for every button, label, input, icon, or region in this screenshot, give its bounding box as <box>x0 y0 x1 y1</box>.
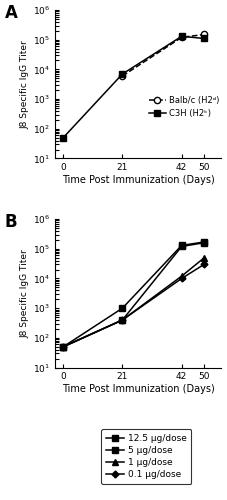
Y-axis label: J8 Specific IgG Titer: J8 Specific IgG Titer <box>21 40 30 128</box>
Text: B: B <box>5 213 17 231</box>
Legend: Balb/c (H2ᵈ), C3H (H2ᵏ): Balb/c (H2ᵈ), C3H (H2ᵏ) <box>145 92 222 122</box>
Text: A: A <box>5 4 17 22</box>
Balb/c (H2ᵈ) <box>121 73 123 79</box>
Y-axis label: J8 Specific IgG Titer: J8 Specific IgG Titer <box>21 249 30 338</box>
X-axis label: Time Post Immunization (Days): Time Post Immunization (Days) <box>61 384 213 394</box>
C3H (H2ᵏ) <box>202 36 205 42</box>
C3H (H2ᵏ) <box>121 71 123 77</box>
X-axis label: Time Post Immunization (Days): Time Post Immunization (Days) <box>61 175 213 185</box>
Line: C3H (H2ᵏ): C3H (H2ᵏ) <box>60 33 206 141</box>
C3H (H2ᵏ) <box>62 134 64 140</box>
Balb/c (H2ᵈ) <box>180 34 182 40</box>
C3H (H2ᵏ) <box>180 34 182 40</box>
Legend: 12.5 μg/dose, 5 μg/dose, 1 μg/dose, 0.1 μg/dose: 12.5 μg/dose, 5 μg/dose, 1 μg/dose, 0.1 … <box>101 430 191 484</box>
Balb/c (H2ᵈ) <box>202 32 205 38</box>
Line: Balb/c (H2ᵈ): Balb/c (H2ᵈ) <box>119 32 206 79</box>
